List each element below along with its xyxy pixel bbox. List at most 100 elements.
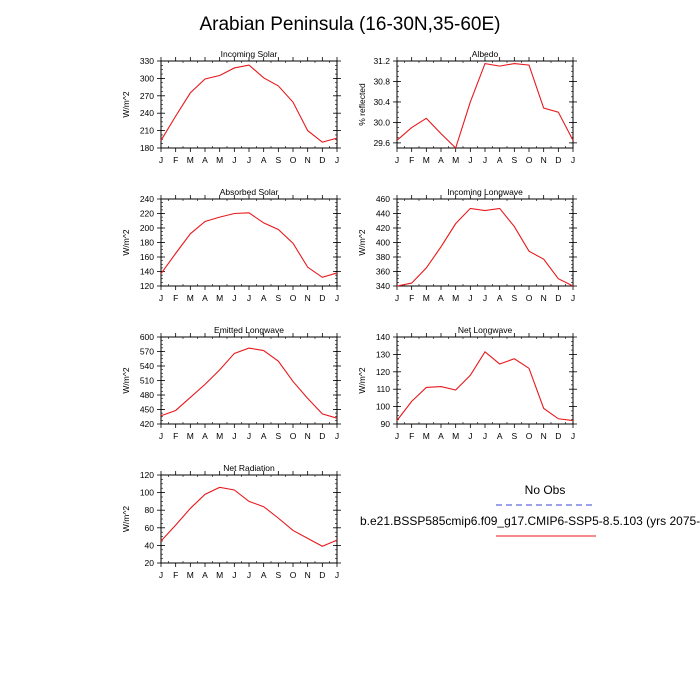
x-tick-label: J xyxy=(159,293,163,303)
x-tick-label: J xyxy=(247,570,251,580)
x-tick-label: A xyxy=(261,293,267,303)
plot-frame xyxy=(160,336,338,425)
x-tick-label: A xyxy=(438,431,444,441)
y-tick-label: 400 xyxy=(376,238,390,248)
x-tick-label: F xyxy=(173,570,178,580)
x-tick-label: M xyxy=(452,293,459,303)
legend: No Obs b.e21.BSSP585cmip6.f09_g17.CMIP6-… xyxy=(360,483,700,537)
y-tick-label: 80 xyxy=(145,505,155,515)
y-tick-label: 460 xyxy=(376,194,390,204)
x-tick-label: J xyxy=(483,293,487,303)
x-tick-label: M xyxy=(216,293,223,303)
x-tick-label: A xyxy=(497,293,503,303)
x-tick-label: A xyxy=(202,570,208,580)
x-tick-label: S xyxy=(511,431,517,441)
y-tick-label: 31.2 xyxy=(373,56,390,66)
y-tick-label: 140 xyxy=(376,332,390,342)
x-tick-label: S xyxy=(511,293,517,303)
x-tick-label: O xyxy=(290,570,297,580)
y-axis-label: W/m^2 xyxy=(357,367,367,393)
plot-frame xyxy=(396,60,574,149)
x-tick-label: N xyxy=(541,155,547,165)
y-tick-label: 160 xyxy=(140,252,154,262)
x-tick-label: O xyxy=(526,155,533,165)
y-axis-label: W/m^2 xyxy=(357,229,367,255)
y-tick-label: 30.0 xyxy=(373,117,390,127)
x-tick-label: M xyxy=(423,431,430,441)
chart-panel: Absorbed Solar W/m^2 120 140 160 180 200 220 240… xyxy=(121,187,341,303)
x-tick-label: A xyxy=(438,155,444,165)
x-tick-label: J xyxy=(335,293,339,303)
x-tick-label: J xyxy=(395,155,399,165)
x-tick-label: F xyxy=(409,293,414,303)
chart-title: Emitted Longwave xyxy=(214,325,284,335)
x-tick-label: M xyxy=(187,570,194,580)
x-tick-label: J xyxy=(468,431,472,441)
y-tick-label: 380 xyxy=(376,252,390,262)
x-tick-label: J xyxy=(335,570,339,580)
figure-title: Arabian Peninsula (16-30N,35-60E) xyxy=(199,14,500,35)
y-tick-label: 100 xyxy=(376,402,390,412)
x-tick-label: J xyxy=(571,155,575,165)
y-tick-label: 100 xyxy=(140,488,154,498)
y-tick-label: 180 xyxy=(140,143,154,153)
x-tick-label: O xyxy=(290,155,297,165)
x-tick-label: S xyxy=(275,155,281,165)
x-tick-label: S xyxy=(275,431,281,441)
x-tick-label: M xyxy=(423,155,430,165)
x-tick-label: S xyxy=(511,155,517,165)
y-tick-label: 330 xyxy=(140,56,154,66)
x-tick-label: N xyxy=(305,570,311,580)
x-tick-label: M xyxy=(216,570,223,580)
y-tick-label: 300 xyxy=(140,73,154,83)
x-tick-label: J xyxy=(232,155,236,165)
x-tick-label: O xyxy=(290,293,297,303)
x-tick-label: M xyxy=(452,155,459,165)
y-tick-label: 200 xyxy=(140,223,154,233)
x-tick-label: F xyxy=(173,155,178,165)
x-tick-label: F xyxy=(409,155,414,165)
x-tick-label: J xyxy=(468,155,472,165)
x-tick-label: O xyxy=(526,431,533,441)
x-tick-label: M xyxy=(452,431,459,441)
x-tick-label: M xyxy=(187,431,194,441)
y-tick-label: 40 xyxy=(145,540,155,550)
x-tick-label: A xyxy=(497,431,503,441)
plot-frame xyxy=(160,198,338,287)
y-tick-label: 30.8 xyxy=(373,76,390,86)
y-tick-label: 510 xyxy=(140,376,154,386)
series-line xyxy=(160,347,338,419)
x-tick-label: J xyxy=(247,431,251,441)
y-tick-label: 20 xyxy=(145,558,155,568)
y-tick-label: 29.6 xyxy=(373,138,390,148)
y-tick-label: 360 xyxy=(376,267,390,277)
y-tick-label: 540 xyxy=(140,361,154,371)
y-tick-label: 340 xyxy=(376,281,390,291)
x-tick-label: S xyxy=(275,570,281,580)
x-tick-label: D xyxy=(555,155,561,165)
y-tick-label: 240 xyxy=(140,108,154,118)
x-tick-label: D xyxy=(555,293,561,303)
x-tick-label: F xyxy=(173,293,178,303)
y-tick-label: 110 xyxy=(376,384,390,394)
x-tick-label: J xyxy=(483,431,487,441)
chart-panel: Incoming Longwave W/m^2 340 360 380 400 420 440… xyxy=(357,187,577,303)
chart-title: Absorbed Solar xyxy=(220,187,279,197)
y-tick-label: 570 xyxy=(140,347,154,357)
y-axis-label: % reflected xyxy=(357,83,367,126)
x-tick-label: N xyxy=(541,431,547,441)
x-tick-label: J xyxy=(232,570,236,580)
series-line xyxy=(160,212,338,278)
y-tick-label: 600 xyxy=(140,332,154,342)
x-tick-label: J xyxy=(247,293,251,303)
y-tick-label: 210 xyxy=(140,126,154,136)
y-tick-label: 120 xyxy=(140,281,154,291)
y-tick-label: 30.4 xyxy=(373,97,390,107)
x-tick-label: D xyxy=(319,570,325,580)
x-tick-label: M xyxy=(216,431,223,441)
x-tick-label: N xyxy=(305,431,311,441)
